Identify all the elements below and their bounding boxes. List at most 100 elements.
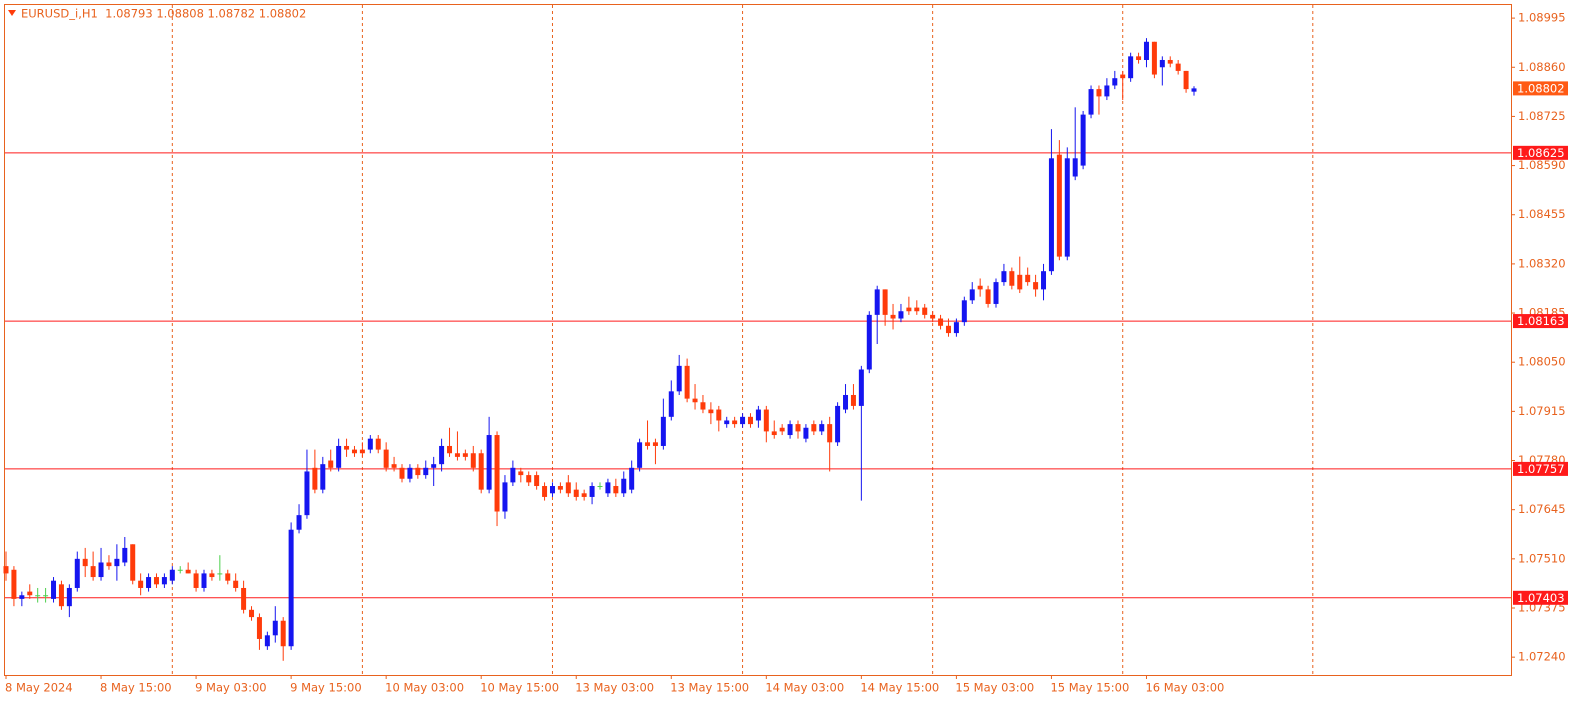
candle-body [462, 453, 468, 457]
y-tick-label: 1.08590 [1518, 158, 1566, 172]
candle-body [454, 453, 460, 457]
candle-body [1128, 56, 1134, 79]
level-price-label: 1.08625 [1517, 146, 1565, 160]
candle-body [866, 314, 872, 370]
candle-body [811, 424, 817, 432]
candle-body [256, 617, 262, 639]
candle-body [367, 438, 373, 450]
candle-body [747, 416, 753, 425]
candle-body [209, 573, 215, 578]
candle-body [225, 573, 231, 581]
candle-body [312, 467, 318, 490]
candle-body [597, 486, 603, 488]
y-tick-label: 1.07915 [1518, 404, 1566, 418]
candle-body [1120, 74, 1126, 79]
candle-body [938, 318, 944, 326]
x-tick-label: 9 May 03:00 [195, 681, 267, 695]
candle-body [1175, 63, 1181, 71]
candle-body [581, 493, 587, 497]
candle-body [391, 464, 397, 468]
candle-body [1080, 114, 1086, 166]
candle-body [502, 482, 508, 512]
level-price-label: 1.07403 [1517, 591, 1565, 605]
candle-body [415, 467, 421, 476]
candle-body [272, 620, 278, 636]
candle-body [795, 424, 801, 432]
candle-body [423, 467, 429, 476]
x-tick-label: 8 May 15:00 [100, 681, 172, 695]
candle-body [945, 325, 951, 334]
x-tick-label: 13 May 15:00 [670, 681, 749, 695]
last-price-box [1513, 81, 1568, 96]
candle-body [645, 442, 651, 446]
candle-body [1001, 271, 1007, 283]
candle-body [922, 307, 928, 315]
candle-body [621, 478, 627, 494]
candle-body [177, 569, 183, 571]
level-price-box [1513, 461, 1568, 476]
candle-body [676, 365, 682, 392]
candle-body [510, 467, 516, 483]
candle-body [573, 489, 579, 497]
candle-body [106, 562, 112, 567]
candle-body [344, 445, 350, 450]
candle-body [755, 409, 761, 421]
candle-body [613, 486, 619, 494]
candle-body [3, 566, 9, 574]
candle-body [375, 438, 381, 450]
candle-body [19, 595, 25, 599]
candle-body [43, 595, 49, 597]
candle-body [660, 416, 666, 446]
candle-body [898, 311, 904, 319]
candle-body [763, 409, 769, 432]
candle-body [1191, 88, 1197, 92]
candle-body [827, 424, 833, 443]
y-tick-label: 1.08860 [1518, 60, 1566, 74]
candle-body [478, 453, 484, 490]
level-price-box [1513, 145, 1568, 160]
candle-body [850, 394, 856, 406]
candle-body [771, 431, 777, 436]
candle-body [589, 486, 595, 497]
candle-body [1064, 158, 1070, 257]
level-price-label: 1.07757 [1517, 462, 1565, 476]
y-tick-label: 1.08050 [1518, 355, 1566, 369]
candle-body [779, 427, 785, 432]
menu-arrow [8, 10, 16, 16]
candle-body [740, 416, 746, 425]
candle-body [1088, 89, 1094, 115]
last-price-label: 1.08802 [1517, 81, 1565, 95]
candle-body [304, 471, 310, 516]
candle-body [328, 460, 334, 468]
candle-body [399, 467, 405, 479]
candle-body [98, 562, 104, 578]
candle-body [66, 587, 72, 607]
candle-body [526, 475, 532, 483]
candle-body [930, 314, 936, 319]
chart-title: EURUSD_i,H1 1.08793 1.08808 1.08782 1.08… [21, 7, 306, 21]
candle-body [692, 398, 698, 403]
y-tick-label: 1.07240 [1518, 650, 1566, 664]
x-tick-label: 15 May 15:00 [1050, 681, 1129, 695]
candle-body [51, 580, 57, 599]
x-tick-label: 9 May 15:00 [290, 681, 362, 695]
candle-body [146, 577, 152, 588]
candle-body [652, 442, 658, 446]
candle-body [953, 322, 959, 334]
candle-body [716, 409, 722, 421]
candle-body [1017, 274, 1023, 290]
candle-body [153, 577, 159, 585]
candle-body [201, 573, 207, 588]
candle-body [1167, 59, 1173, 64]
candle-body [1025, 274, 1031, 283]
level-price-box [1513, 590, 1568, 605]
y-tick-label: 1.08455 [1518, 207, 1566, 221]
candle-body [700, 402, 706, 410]
candle-body [819, 424, 825, 432]
candle-body [359, 449, 365, 454]
level-price-label: 1.08163 [1517, 314, 1565, 328]
candle-body [1033, 282, 1039, 290]
candle-body [1072, 158, 1078, 177]
